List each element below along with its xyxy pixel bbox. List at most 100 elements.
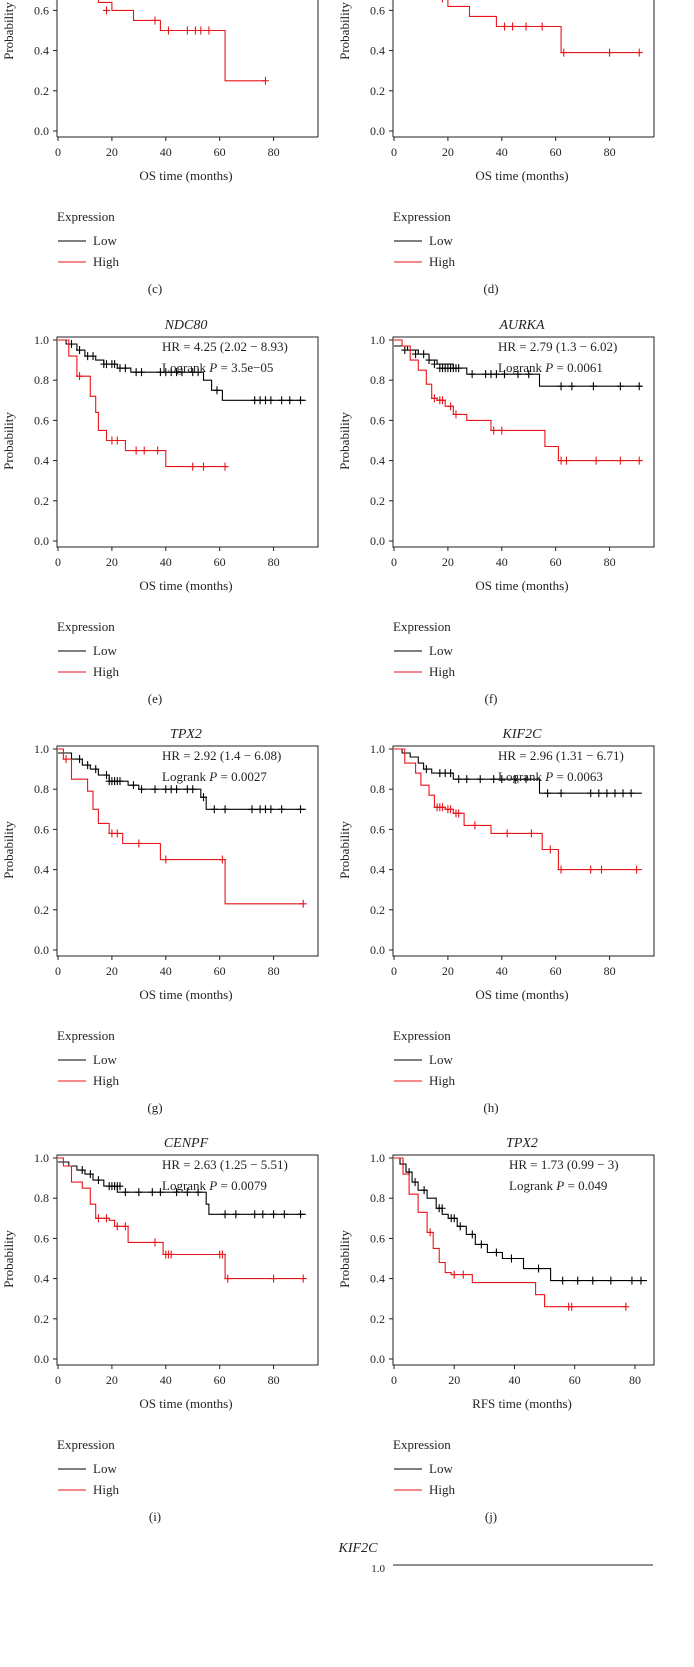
x-tick-label: 0 (55, 964, 61, 978)
x-tick-label: 80 (268, 964, 280, 978)
km-curve-high (394, 748, 642, 871)
y-tick-label: 0.6 (370, 822, 385, 836)
p-symbol: P (544, 360, 553, 375)
logrank-label: Logrank (498, 769, 545, 784)
y-tick-label: 1.0 (371, 1563, 385, 1575)
censor-mark-high (154, 446, 162, 455)
censor-mark-high (447, 805, 455, 814)
p-value: = 0.0079 (217, 1178, 267, 1193)
y-tick-label: 0.6 (34, 822, 49, 836)
y-axis-label: Probability (337, 2, 352, 60)
legend-label-high: High (93, 254, 120, 269)
censor-mark-high (635, 48, 643, 57)
censor-mark-high (522, 22, 530, 31)
plot-frame (56, 745, 319, 957)
censor-mark-low (603, 789, 611, 798)
censor-mark-high (490, 426, 498, 435)
censor-mark-low (589, 1276, 597, 1285)
p-symbol: P (544, 769, 553, 784)
legend-label-high: High (429, 1482, 456, 1497)
y-tick-label: 0.6 (370, 413, 385, 427)
p-symbol: P (208, 1178, 217, 1193)
y-axis-label: Probability (337, 412, 352, 470)
censor-mark-low (525, 370, 533, 379)
censor-mark-high (270, 1274, 278, 1283)
censor-mark-low (194, 1188, 202, 1197)
y-tick-label: 0.0 (370, 1352, 385, 1366)
censor-mark-high (538, 22, 546, 31)
censor-mark-high (622, 1302, 630, 1311)
y-tick-label: 1.0 (370, 1151, 385, 1165)
legend-label-high: High (429, 1073, 456, 1088)
km-panel-5: KIF2C 0.0 0.2 0.4 0.6 0.8 1.0 0 20 40 60 80 OS time … (337, 727, 655, 1115)
y-tick-label: 0.8 (34, 373, 49, 387)
panel-title: TPX2 (506, 1136, 538, 1151)
panel-title: TPX2 (170, 727, 202, 742)
censor-mark-low (84, 761, 92, 770)
y-tick-label: 0.0 (34, 943, 49, 957)
censor-mark-low (401, 346, 409, 355)
y-tick-label: 0.4 (370, 1272, 385, 1286)
y-tick-label: 0.4 (370, 454, 385, 468)
panel-label: (g) (147, 1100, 162, 1115)
censor-mark-low (628, 1276, 636, 1285)
panel-label: (f) (485, 691, 498, 706)
censor-mark-high (587, 865, 595, 874)
x-tick-label: 40 (160, 1373, 172, 1387)
censor-mark-low (259, 1210, 267, 1219)
legend-label-low: Low (93, 1052, 117, 1067)
censor-mark-low (476, 775, 484, 784)
y-axis-label: Probability (1, 2, 16, 60)
censor-mark-high (103, 6, 111, 15)
censor-mark-low (468, 1230, 476, 1239)
legend-label-high: High (93, 664, 120, 679)
hazard-ratio-text: HR = 2.92 (1.4 − 6.08) (162, 748, 281, 763)
censor-mark-low (189, 785, 197, 794)
censor-mark-low (477, 1240, 485, 1249)
censor-mark-high (459, 1270, 467, 1279)
censor-mark-low (267, 396, 275, 405)
p-value: = 0.0063 (553, 769, 603, 784)
x-tick-label: 20 (106, 1373, 118, 1387)
x-tick-label: 40 (496, 555, 508, 569)
censor-mark-high (205, 26, 213, 35)
x-tick-label: 60 (214, 1373, 226, 1387)
censor-mark-high (218, 855, 226, 864)
x-tick-label: 40 (508, 1373, 520, 1387)
y-tick-label: 0.4 (370, 863, 385, 877)
censor-mark-low (627, 789, 635, 798)
y-tick-label: 1.0 (34, 1151, 49, 1165)
censor-mark-high (200, 462, 208, 471)
censor-mark-low (221, 805, 229, 814)
censor-mark-low (116, 777, 124, 786)
censor-mark-low (544, 789, 552, 798)
x-tick-label: 20 (442, 964, 454, 978)
censor-mark-high (606, 48, 614, 57)
legend-label-high: High (429, 664, 456, 679)
x-tick-label: 40 (496, 145, 508, 159)
censor-mark-low (178, 368, 186, 377)
y-axis-label: Probability (1, 1230, 16, 1288)
panel-label: (j) (485, 1509, 497, 1524)
censor-mark-low (76, 755, 84, 764)
hazard-ratio-text: HR = 4.25 (2.02 − 8.93) (162, 339, 288, 354)
y-tick-label: 0.2 (34, 903, 49, 917)
panel-title: KIF2C (502, 727, 543, 742)
panel-title: AURKA (498, 318, 545, 333)
censor-mark-low (194, 368, 202, 377)
y-tick-label: 0.4 (34, 1272, 49, 1286)
censor-mark-low (183, 1188, 191, 1197)
logrank-p-text: Logrank P = 3.5e−05 (162, 360, 273, 375)
x-tick-label: 60 (550, 145, 562, 159)
km-curve-high (58, 339, 228, 468)
x-tick-label: 0 (391, 1373, 397, 1387)
km-curve-high (97, 0, 266, 82)
x-tick-label: 0 (55, 555, 61, 569)
panel-label: (i) (149, 1509, 161, 1524)
x-tick-label: 80 (268, 555, 280, 569)
logrank-label: Logrank (509, 1178, 556, 1193)
logrank-label: Logrank (498, 360, 545, 375)
censor-mark-high (140, 446, 148, 455)
censor-mark-low (111, 360, 119, 369)
censor-mark-low (514, 370, 522, 379)
